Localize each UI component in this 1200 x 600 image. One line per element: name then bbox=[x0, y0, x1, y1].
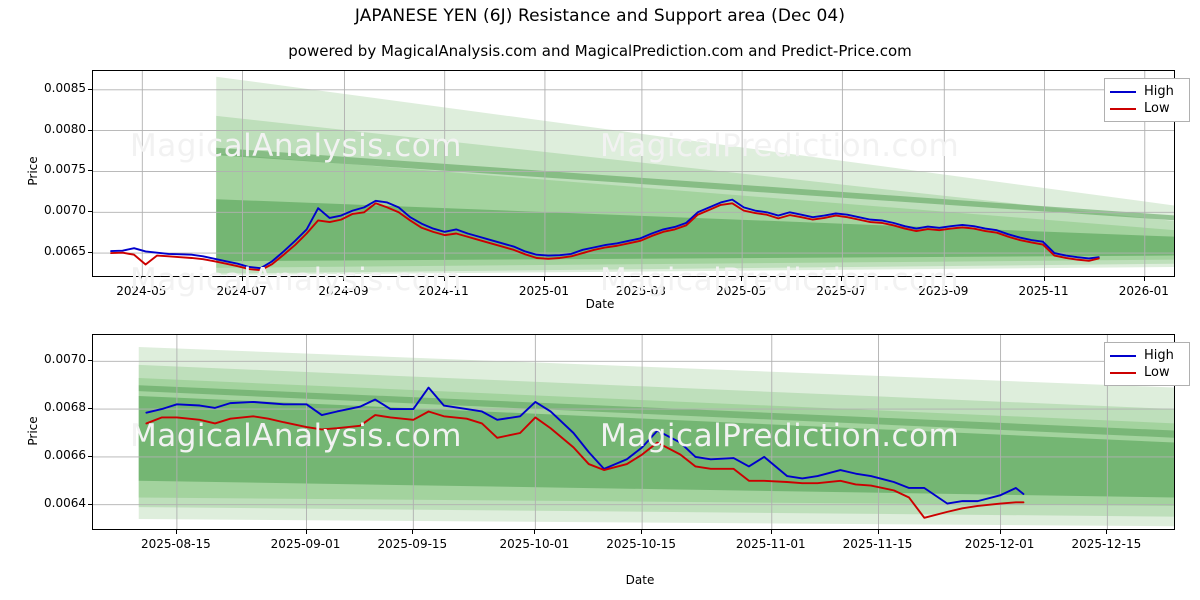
x-tick-mark bbox=[305, 530, 307, 534]
band-core-band bbox=[216, 199, 1174, 262]
band-thin-streak bbox=[138, 385, 1174, 438]
y-tick-label: 0.0064 bbox=[44, 495, 86, 510]
y-tick-mark bbox=[88, 211, 92, 213]
band-core-band bbox=[138, 395, 1174, 498]
page-subtitle: powered by MagicalAnalysis.com and Magic… bbox=[288, 42, 912, 60]
top-plot-area bbox=[92, 70, 1175, 277]
x-tick-mark bbox=[999, 530, 1001, 534]
y-tick-label: 0.0068 bbox=[44, 400, 86, 415]
y-tick-label: 0.0065 bbox=[44, 244, 86, 259]
x-tick-mark bbox=[877, 530, 879, 534]
x-tick-mark bbox=[641, 530, 643, 534]
x-tick-label: 2025-03 bbox=[615, 284, 666, 298]
x-tick-mark bbox=[1106, 530, 1108, 534]
x-tick-mark bbox=[343, 277, 345, 281]
x-tick-label: 2024-07 bbox=[216, 284, 267, 298]
y-tick-mark bbox=[88, 170, 92, 172]
x-tick-label: 2025-08-15 bbox=[141, 537, 211, 551]
top-legend: High Low bbox=[1104, 78, 1190, 122]
x-tick-label: 2025-12-01 bbox=[964, 537, 1035, 551]
x-tick-mark bbox=[741, 277, 743, 281]
x-tick-label: 2026-01 bbox=[1118, 284, 1169, 298]
legend-row-low: Low bbox=[1110, 364, 1182, 381]
x-tick-mark bbox=[175, 530, 177, 534]
x-tick-label: 2025-10-15 bbox=[606, 537, 676, 551]
legend-label-high: High bbox=[1144, 348, 1174, 363]
series-line-low bbox=[145, 410, 1025, 519]
x-tick-mark bbox=[1043, 277, 1045, 281]
legend-label-low: Low bbox=[1144, 101, 1170, 116]
x-tick-label: 2025-12-15 bbox=[1071, 537, 1142, 551]
x-tick-label: 2024-11 bbox=[418, 284, 469, 298]
legend-row-high: High bbox=[1110, 83, 1182, 100]
x-tick-label: 2024-09 bbox=[318, 284, 369, 298]
x-tick-label: 2025-09 bbox=[918, 284, 969, 298]
x-tick-mark bbox=[943, 277, 945, 281]
x-tick-label: 2025-09-15 bbox=[377, 537, 448, 551]
x-tick-mark bbox=[443, 277, 445, 281]
y-tick-mark bbox=[88, 503, 92, 505]
x-tick-label: 2025-11-01 bbox=[735, 537, 806, 551]
x-tick-mark bbox=[412, 530, 414, 534]
legend-swatch-low bbox=[1110, 107, 1136, 110]
legend-swatch-low bbox=[1110, 371, 1136, 374]
y-tick-label: 0.0066 bbox=[44, 447, 86, 462]
y-tick-label: 0.0070 bbox=[44, 203, 86, 218]
y-tick-label: 0.0075 bbox=[44, 162, 86, 177]
x-tick-label: 2025-10-01 bbox=[499, 537, 570, 551]
x-tick-mark bbox=[543, 277, 545, 281]
x-tick-mark bbox=[841, 277, 843, 281]
legend-row-low: Low bbox=[1110, 100, 1182, 117]
series-line-low bbox=[110, 202, 1100, 272]
page-title: JAPANESE YEN (6J) Resistance and Support… bbox=[354, 6, 846, 26]
x-tick-mark bbox=[141, 277, 143, 281]
legend-label-high: High bbox=[1144, 84, 1174, 99]
top-x-axis-label: Date bbox=[585, 297, 615, 311]
y-tick-mark bbox=[88, 129, 92, 131]
x-tick-label: 2025-11 bbox=[1018, 284, 1069, 298]
series-line-high bbox=[110, 198, 1100, 270]
legend-swatch-high bbox=[1110, 354, 1136, 357]
x-tick-label: 2025-09-01 bbox=[270, 537, 341, 551]
x-tick-label: 2024-05 bbox=[116, 284, 167, 298]
y-tick-mark bbox=[88, 252, 92, 254]
x-tick-mark bbox=[1143, 277, 1145, 281]
x-tick-label: 2025-07 bbox=[816, 284, 867, 298]
x-tick-mark bbox=[241, 277, 243, 281]
y-tick-mark bbox=[88, 88, 92, 90]
x-tick-mark bbox=[640, 277, 642, 281]
bottom-x-axis-label: Date bbox=[625, 573, 655, 587]
x-tick-mark bbox=[534, 530, 536, 534]
x-tick-label: 2025-11-15 bbox=[842, 537, 913, 551]
bottom-legend: High Low bbox=[1104, 342, 1190, 386]
y-tick-label: 0.0080 bbox=[44, 121, 86, 136]
y-tick-mark bbox=[88, 455, 92, 457]
legend-swatch-high bbox=[1110, 90, 1136, 93]
x-tick-label: 2025-01 bbox=[518, 284, 569, 298]
bottom-plot-area bbox=[92, 334, 1175, 530]
legend-label-low: Low bbox=[1144, 365, 1170, 380]
y-tick-label: 0.0085 bbox=[44, 80, 86, 95]
x-tick-label: 2025-05 bbox=[716, 284, 767, 298]
y-tick-mark bbox=[88, 360, 92, 362]
x-tick-mark bbox=[770, 530, 772, 534]
band-thin-streak bbox=[216, 147, 1174, 221]
series-line-high bbox=[145, 386, 1025, 505]
legend-row-high: High bbox=[1110, 347, 1182, 364]
y-tick-mark bbox=[88, 408, 92, 410]
y-tick-label: 0.0070 bbox=[44, 352, 86, 367]
